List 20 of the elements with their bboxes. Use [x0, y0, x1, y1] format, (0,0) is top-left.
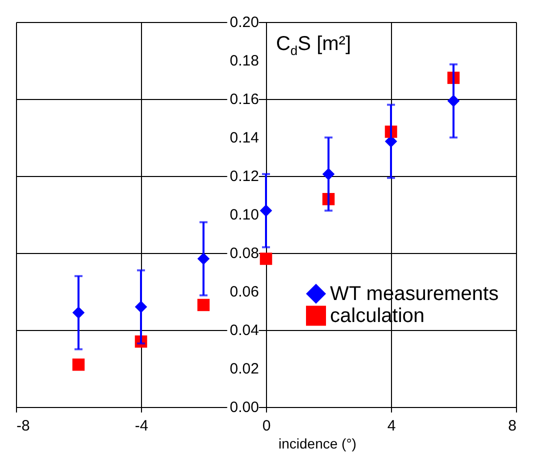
y-tick-label: 0.14 — [230, 130, 259, 146]
y-tick-label: 0.08 — [230, 245, 259, 262]
x-tick-label: 4 — [387, 418, 396, 434]
point — [197, 298, 210, 312]
x-tick-label: 8 — [508, 418, 516, 434]
y-tick-label: 0.18 — [230, 52, 259, 70]
point — [72, 358, 85, 371]
y-tick-label: 0.02 — [230, 360, 259, 378]
y-tick-label: 0.04 — [230, 322, 259, 339]
x-tick-label: -8 — [16, 418, 30, 434]
y-tick-label: 0.00 — [230, 399, 259, 416]
y-tick-label: 0.12 — [230, 168, 259, 185]
point — [260, 252, 272, 265]
x-axis-title: incidence (°) — [278, 436, 356, 452]
y-tick-label: 0.06 — [230, 284, 259, 300]
y-tick-label: 0.16 — [230, 91, 259, 108]
x-tick-label: 0 — [262, 418, 271, 434]
y-tick-label: 0.10 — [230, 206, 259, 224]
x-tick-label: -4 — [134, 418, 148, 434]
y-tick-label: 0.20 — [230, 14, 259, 31]
